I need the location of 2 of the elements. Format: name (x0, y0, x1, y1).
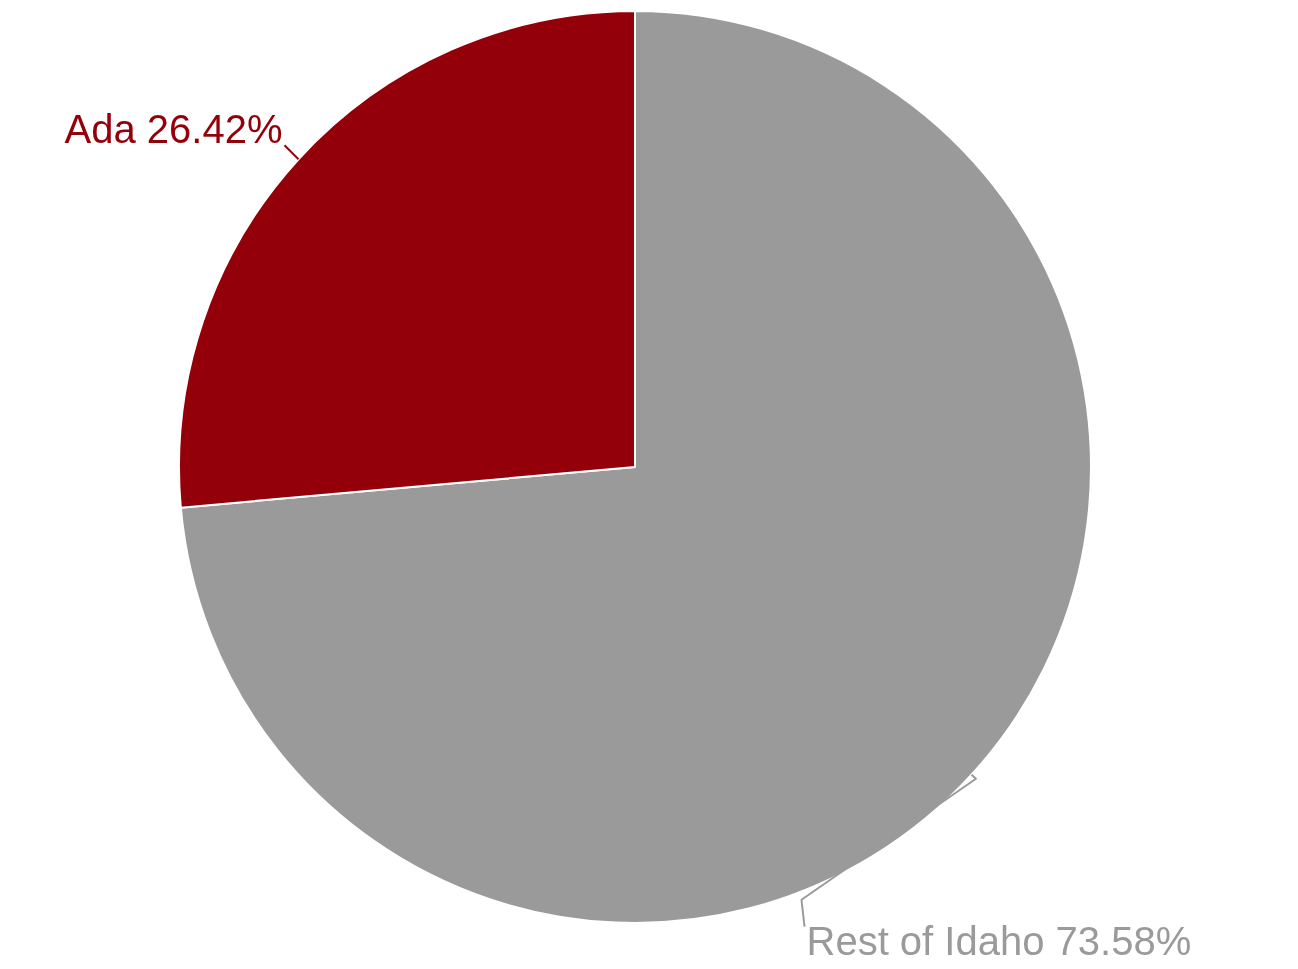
slice-label: Rest of Idaho 73.58% (806, 918, 1192, 963)
slice-label: Ada 26.42% (64, 107, 283, 152)
